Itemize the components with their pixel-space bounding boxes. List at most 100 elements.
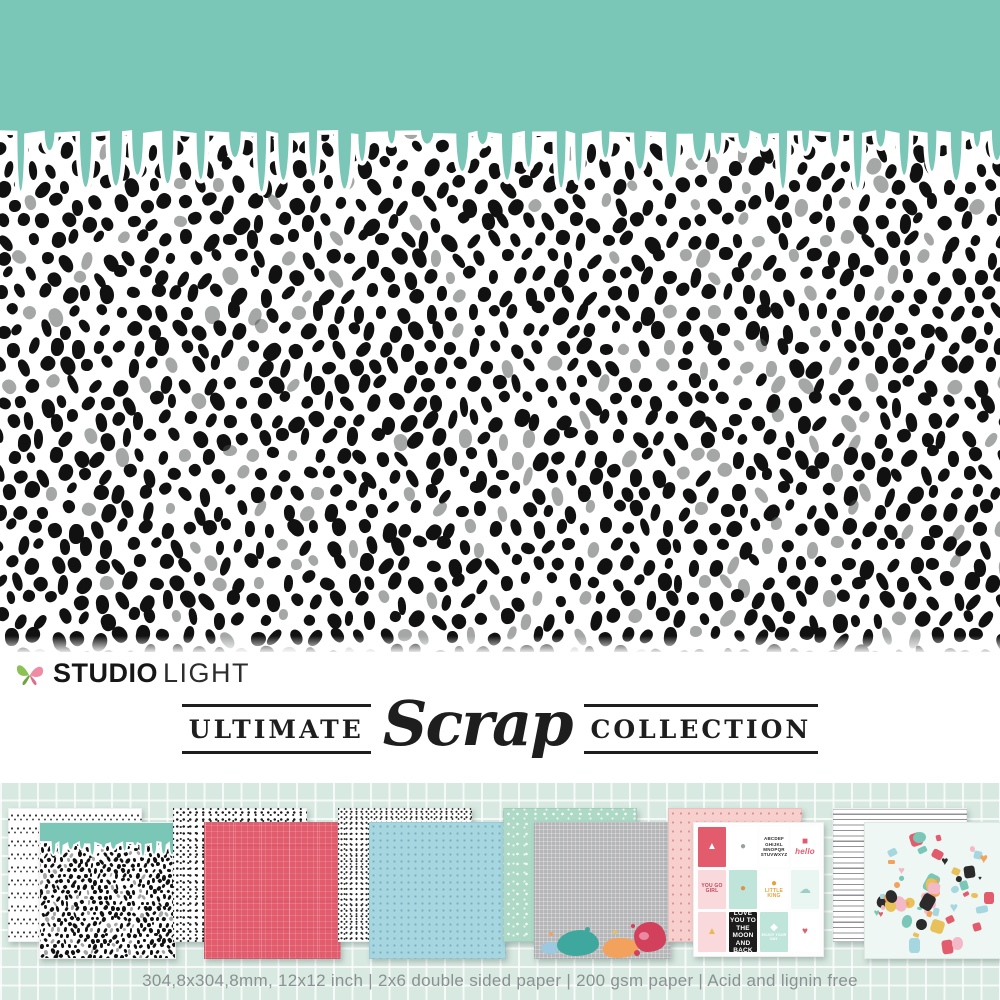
die-cut-element bbox=[962, 864, 976, 879]
ink-spot bbox=[132, 411, 144, 431]
ink-spot bbox=[661, 446, 678, 468]
ink-spot bbox=[86, 953, 93, 958]
ink-spot bbox=[357, 481, 370, 500]
ink-spot bbox=[787, 395, 804, 415]
ink-spot bbox=[384, 499, 401, 516]
ink-spot bbox=[41, 251, 55, 265]
ink-spot bbox=[586, 574, 601, 590]
ink-spot bbox=[365, 282, 379, 299]
journaling-card: ▲ bbox=[698, 827, 726, 867]
ink-spot bbox=[887, 380, 901, 394]
ink-spot bbox=[120, 890, 123, 895]
ink-spot bbox=[604, 460, 624, 480]
ink-spot bbox=[654, 536, 674, 557]
ink-spot bbox=[314, 447, 327, 464]
ink-spot bbox=[126, 536, 142, 552]
ink-spot bbox=[67, 303, 82, 319]
ink-spot bbox=[110, 916, 115, 921]
ink-spot bbox=[863, 303, 882, 324]
ink-spot bbox=[409, 245, 430, 270]
ink-spot bbox=[832, 612, 849, 634]
ink-spot bbox=[23, 376, 43, 395]
ink-spot bbox=[215, 540, 225, 555]
ink-spot bbox=[545, 245, 561, 262]
ink-spot bbox=[81, 358, 93, 371]
ink-spot bbox=[539, 538, 557, 557]
ink-spot bbox=[531, 554, 546, 571]
ink-spot bbox=[574, 232, 587, 252]
ink-spot bbox=[568, 572, 583, 591]
ink-spot bbox=[99, 353, 115, 369]
ink-spot bbox=[134, 301, 156, 323]
ink-spot bbox=[99, 540, 112, 560]
ink-spot bbox=[574, 335, 596, 358]
ink-spot bbox=[71, 269, 89, 286]
ink-spot bbox=[50, 926, 55, 932]
ink-spot bbox=[653, 285, 670, 307]
ink-spot bbox=[265, 445, 281, 461]
ink-spot bbox=[630, 320, 643, 335]
ink-spot bbox=[822, 590, 837, 608]
ink-spot bbox=[851, 467, 868, 484]
ink-spot bbox=[794, 340, 811, 355]
ink-spot bbox=[821, 500, 841, 522]
ink-spot bbox=[146, 944, 150, 950]
ink-spot bbox=[179, 228, 193, 245]
ink-spot bbox=[445, 271, 456, 285]
ink-spot bbox=[230, 321, 249, 342]
ink-spot bbox=[149, 916, 155, 922]
ink-spot bbox=[933, 324, 951, 344]
ink-spot bbox=[141, 426, 159, 445]
ink-spot bbox=[450, 321, 466, 340]
ink-spot bbox=[794, 481, 808, 497]
ink-spot bbox=[707, 590, 726, 613]
ink-spot bbox=[463, 518, 478, 535]
ink-spot bbox=[164, 922, 170, 928]
ink-spot bbox=[521, 356, 537, 373]
die-cut-element: ♥ bbox=[941, 853, 949, 868]
ink-spot bbox=[288, 228, 300, 243]
ink-spot bbox=[253, 576, 264, 589]
ink-spot bbox=[9, 247, 29, 267]
ink-spot bbox=[628, 499, 644, 518]
ink-spot bbox=[253, 214, 264, 233]
ink-spot bbox=[777, 481, 791, 494]
ink-spot bbox=[70, 883, 76, 889]
ink-spot bbox=[688, 445, 707, 463]
ink-spot bbox=[214, 612, 226, 631]
ink-spot bbox=[176, 587, 199, 611]
ink-spot bbox=[674, 463, 693, 482]
ink-spot bbox=[677, 357, 693, 370]
ink-spot bbox=[731, 337, 747, 353]
ink-spot bbox=[565, 322, 583, 341]
ink-spot bbox=[853, 320, 866, 341]
ink-spot bbox=[903, 268, 914, 283]
ink-spot bbox=[56, 574, 69, 596]
ink-spot bbox=[500, 575, 514, 593]
ink-spot bbox=[179, 338, 196, 355]
ink-spot bbox=[918, 465, 934, 487]
ink-spot bbox=[829, 572, 845, 587]
ink-spot bbox=[731, 232, 743, 248]
ink-spot bbox=[375, 450, 391, 468]
ink-spot bbox=[112, 901, 116, 905]
ink-spot bbox=[136, 882, 142, 888]
ink-spot bbox=[86, 911, 90, 916]
ink-spot bbox=[649, 503, 662, 522]
ink-spot bbox=[43, 904, 48, 909]
ink-spot bbox=[158, 553, 176, 571]
ink-spot bbox=[133, 553, 147, 568]
ink-spot bbox=[857, 593, 871, 611]
ink-spot bbox=[629, 394, 644, 409]
ink-spot bbox=[65, 900, 69, 907]
ink-spot bbox=[576, 374, 588, 388]
ink-spot bbox=[662, 520, 673, 538]
ink-spot bbox=[23, 411, 35, 431]
ink-spot bbox=[686, 591, 700, 606]
ink-spot bbox=[342, 251, 358, 267]
ink-spot bbox=[211, 318, 229, 339]
ink-spot bbox=[79, 536, 93, 556]
ink-spot bbox=[629, 358, 641, 374]
ink-spot bbox=[921, 535, 936, 551]
ink-spot bbox=[586, 541, 601, 559]
